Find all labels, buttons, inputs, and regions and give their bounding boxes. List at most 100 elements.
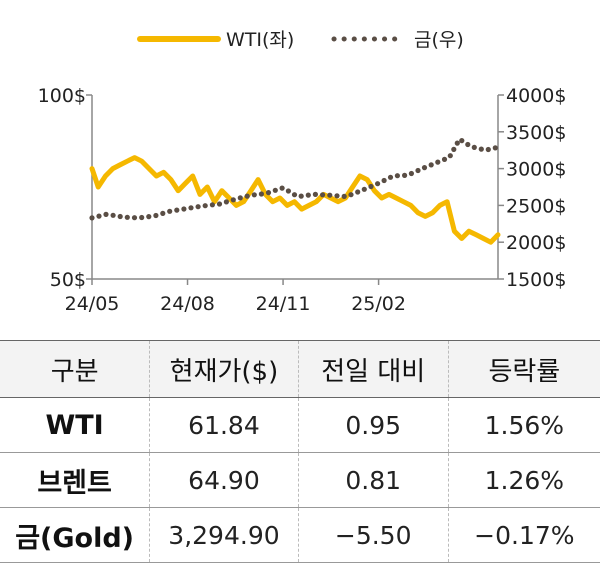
gold-point (258, 191, 264, 197)
x-tick-label: 24/05 (65, 293, 120, 315)
gold-point (334, 193, 340, 199)
table-cell-price: 3,294.90 (149, 507, 299, 563)
gold-point (124, 214, 130, 220)
gold-point (465, 141, 471, 148)
gold-point (394, 173, 400, 179)
y-right-tick-label: 3500$ (506, 122, 566, 144)
table-header-change-rate: 등락률 (447, 340, 600, 398)
y-right-tick-label: 4000$ (506, 85, 566, 107)
gold-point (181, 206, 187, 212)
gold-point (428, 162, 434, 168)
gold-point (230, 197, 236, 203)
gold-point (471, 144, 477, 150)
gold-point (202, 203, 208, 209)
x-tick-label: 24/08 (160, 293, 215, 315)
gold-point (298, 193, 304, 199)
y-left-tick-label: 100$ (38, 85, 86, 107)
gold-point (435, 159, 441, 165)
gold-point (265, 190, 272, 196)
chart-axes: 100$ 50$ 4000$ 3500$ 3000$ 2500$ 2000$ 1500$ 24/… (38, 85, 567, 315)
gold-point (375, 181, 381, 187)
y-right-tick-label: 1500$ (506, 269, 566, 291)
chart-series (89, 138, 501, 245)
gold-point (492, 145, 498, 151)
gold-point (117, 213, 123, 220)
gold-point (485, 146, 491, 153)
gold-point (237, 195, 243, 201)
gold-point (408, 170, 414, 177)
price-table: 구분 현재가($) 전일 대비 등락률 WTI 61.84 0.95 1.56%… (0, 340, 600, 563)
gold-point (188, 205, 194, 211)
table-header-current-price: 현재가($) (149, 340, 299, 398)
oil-gold-price-chart: WTI(좌) 금(우) 100$ 50$ 4000$ 3500$ 3000$ 2500$ 2… (38, 29, 567, 315)
table-header-category: 구분 (0, 340, 150, 398)
gold-point (459, 138, 465, 144)
gold-point (167, 208, 173, 214)
table-cell-name: 금(Gold) (0, 507, 150, 563)
gold-point (341, 193, 347, 199)
table-cell-rate: 1.56% (447, 397, 600, 453)
gold-point (327, 192, 333, 198)
gold-point (447, 153, 453, 159)
x-tick-label: 24/11 (256, 293, 311, 315)
table-cell-rate: 1.26% (447, 452, 600, 508)
gold-point (110, 212, 116, 218)
gold-point (305, 192, 311, 198)
table-row-brent: 브렌트 64.90 0.81 1.26% (0, 452, 600, 508)
gold-point (89, 215, 95, 221)
y-right-tick-label: 2000$ (506, 232, 566, 254)
y-right-tick-label: 3000$ (506, 159, 566, 181)
gold-point (160, 210, 166, 216)
table-cell-rate: −0.17% (447, 507, 600, 563)
chart-legend: WTI(좌) 금(우) (137, 29, 464, 51)
x-tick-label: 25/02 (351, 293, 406, 315)
table-cell-price: 64.90 (149, 452, 299, 508)
gold-point (272, 187, 278, 193)
table-cell-change: 0.95 (297, 397, 449, 453)
gold-point (244, 193, 250, 199)
legend-label-gold: 금(우) (414, 29, 464, 51)
gold-point (451, 146, 457, 152)
y-right-tick-label: 2500$ (506, 195, 566, 217)
gold-point (312, 191, 318, 197)
gold-point (291, 192, 298, 198)
table-cell-name: 브렌트 (0, 452, 150, 508)
gold-point (279, 185, 285, 191)
gold-point (195, 204, 201, 210)
table-row-gold: 금(Gold) 3,294.90 −5.50 −0.17% (0, 507, 600, 563)
gold-point (285, 188, 291, 194)
gold-point (103, 211, 109, 217)
gold-point (251, 192, 257, 198)
gold-point (209, 202, 215, 208)
gold-point (441, 156, 448, 162)
gold-point (216, 201, 223, 207)
gold-point (361, 186, 367, 192)
series-dots-gold (89, 138, 498, 221)
gold-point (146, 214, 152, 220)
table-cell-change: −5.50 (297, 507, 449, 563)
gold-point (153, 212, 159, 219)
gold-point (223, 199, 229, 205)
gold-point (402, 172, 408, 178)
gold-point (454, 140, 460, 146)
y-left-tick-label: 50$ (50, 269, 86, 291)
gold-point (139, 214, 145, 221)
gold-point (381, 177, 387, 184)
legend-label-wti: WTI(좌) (226, 29, 294, 51)
gold-point (348, 192, 354, 198)
gold-point (96, 213, 102, 219)
table-cell-price: 61.84 (149, 397, 299, 453)
gold-point (320, 192, 326, 198)
table-header-row: 구분 현재가($) 전일 대비 등락률 (0, 340, 600, 398)
table-header-daily-change: 전일 대비 (297, 340, 449, 398)
gold-point (415, 167, 421, 174)
gold-point (355, 189, 361, 195)
table-row-wti: WTI 61.84 0.95 1.56% (0, 397, 600, 453)
gold-point (387, 174, 394, 180)
gold-point (368, 183, 374, 190)
series-line-wti (89, 155, 501, 245)
gold-point (421, 165, 428, 171)
table-cell-change: 0.81 (297, 452, 449, 508)
gold-point (478, 146, 484, 152)
gold-point (174, 207, 180, 213)
